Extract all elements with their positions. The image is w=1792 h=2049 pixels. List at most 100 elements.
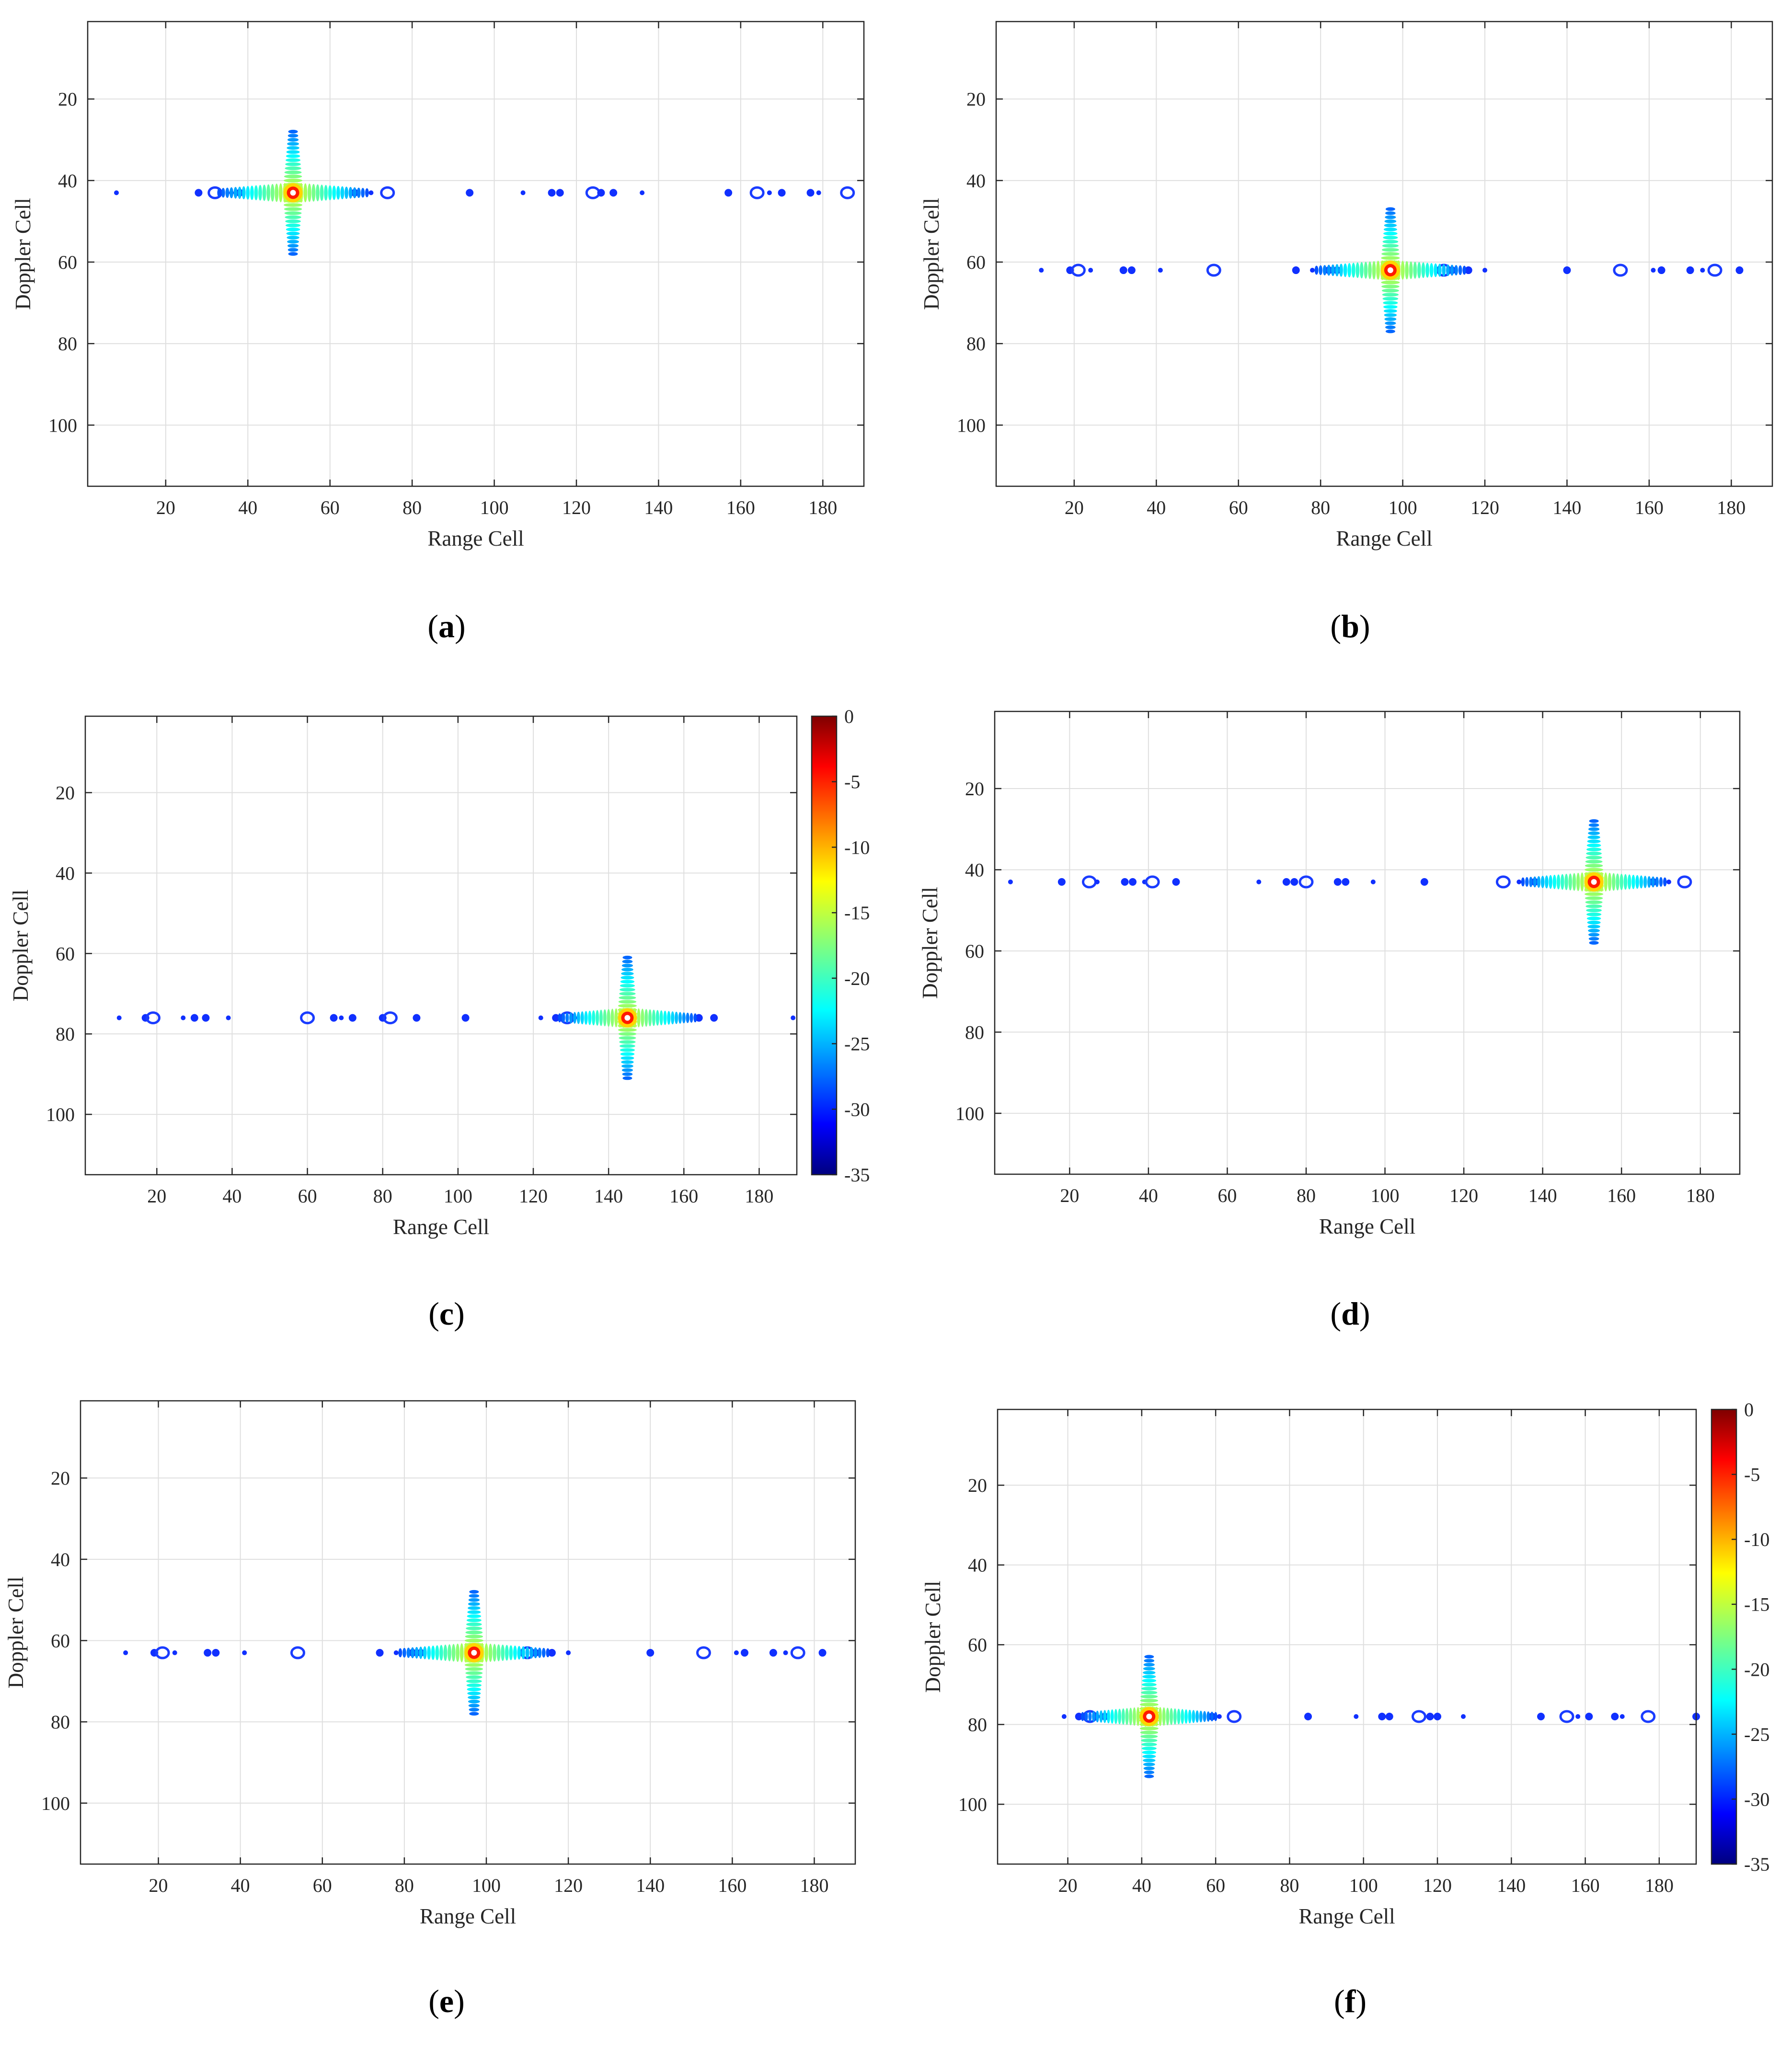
mainlobe-cell-doppler bbox=[283, 179, 303, 183]
mainlobe-cell-range bbox=[1343, 263, 1347, 277]
mainlobe-cell-doppler bbox=[621, 963, 633, 968]
x-tick-label: 120 bbox=[519, 1185, 548, 1207]
sidelobe-point bbox=[1378, 1712, 1386, 1720]
y-tick-label: 80 bbox=[51, 1711, 70, 1733]
sidelobe-point bbox=[1461, 1714, 1466, 1719]
sidelobe-point bbox=[123, 1650, 128, 1655]
x-tick-label: 180 bbox=[745, 1185, 773, 1207]
mainlobe-cell-doppler bbox=[284, 170, 302, 174]
mainlobe-cell-range bbox=[1421, 262, 1425, 278]
mainlobe-cell-doppler bbox=[1144, 1774, 1154, 1778]
mainlobe-cell-range bbox=[501, 1644, 505, 1661]
y-tick-label: 20 bbox=[968, 1475, 987, 1496]
sidelobe-point bbox=[724, 189, 733, 197]
sidelobe-point bbox=[1075, 1712, 1083, 1720]
sidelobe-point bbox=[1411, 1710, 1426, 1723]
mainlobe-cell-range bbox=[1347, 263, 1351, 278]
sidelobe-point bbox=[226, 1015, 231, 1020]
sidelobe-point bbox=[195, 189, 203, 197]
sidelobe-point bbox=[1298, 875, 1314, 889]
y-tick-label: 100 bbox=[41, 1793, 70, 1814]
sidelobe-point bbox=[840, 186, 855, 199]
panel-b: 20 40 60 80 100 120 140 160 180 20 40 60 80 100 Range … bbox=[919, 21, 1773, 550]
mainlobe-cell-doppler bbox=[1589, 819, 1599, 823]
mainlobe-cell-range bbox=[336, 186, 340, 200]
mainlobe-cell-doppler bbox=[622, 960, 633, 963]
mainlobe-cell-range bbox=[1084, 1711, 1088, 1722]
mainlobe-cell-doppler bbox=[285, 215, 301, 219]
caption-c: (c) bbox=[428, 1295, 465, 1332]
mainlobe-cell-range bbox=[1405, 261, 1409, 280]
mainlobe-cell-doppler bbox=[468, 1699, 480, 1704]
x-tick-label: 20 bbox=[149, 1875, 168, 1896]
sidelobe-point bbox=[393, 1650, 399, 1655]
y-tick-label: 20 bbox=[58, 89, 77, 110]
mainlobe-cell-doppler bbox=[620, 1052, 635, 1056]
mainlobe-cell-doppler bbox=[285, 166, 301, 171]
mainlobe-cell-range bbox=[1080, 1712, 1084, 1721]
mainlobe-cell-range bbox=[1525, 877, 1529, 887]
mainlobe-cell-range bbox=[266, 184, 271, 202]
sidelobe-point bbox=[1559, 1710, 1574, 1723]
mainlobe-cell-doppler bbox=[1588, 937, 1599, 941]
y-tick-label: 80 bbox=[56, 1023, 75, 1045]
panel-f: 20 40 60 80 100 120 140 160 180 20 40 60 80 100 Range … bbox=[921, 1399, 1769, 1928]
x-tick-label: 160 bbox=[718, 1875, 747, 1896]
mainlobe-cell-range bbox=[328, 185, 332, 201]
mainlobe-cell-range bbox=[435, 1645, 439, 1660]
sidelobe-point bbox=[1256, 879, 1262, 884]
x-tick-label: 180 bbox=[808, 497, 837, 518]
sidelobe-point bbox=[1666, 879, 1671, 884]
sidelobe-point bbox=[1217, 1714, 1222, 1719]
sidelobe-point bbox=[1172, 878, 1180, 886]
mainlobe-cell-doppler bbox=[1381, 288, 1399, 293]
mainlobe-cell-range bbox=[1132, 1707, 1136, 1726]
sidelobe-point bbox=[818, 1648, 827, 1657]
mainlobe-cell-range bbox=[1564, 873, 1568, 890]
mainlobe-cell-range bbox=[402, 1648, 406, 1658]
colorbar-tick-label: -5 bbox=[844, 771, 860, 793]
sidelobe-point bbox=[520, 190, 526, 195]
mainlobe-cell-range bbox=[1612, 873, 1616, 891]
mainlobe-cell-doppler bbox=[1587, 920, 1601, 925]
mainlobe-cell-range bbox=[614, 1008, 618, 1028]
mainlobe-cell-doppler bbox=[1143, 1763, 1155, 1766]
sidelobe-point bbox=[1385, 1712, 1393, 1720]
sidelobe-point bbox=[1464, 266, 1472, 275]
sidelobe-point bbox=[640, 190, 645, 195]
mainlobe-cell-doppler bbox=[1143, 1766, 1155, 1770]
sidelobe-point bbox=[114, 190, 119, 195]
peak-center bbox=[471, 1649, 477, 1656]
mainlobe-cell-range bbox=[1095, 1710, 1099, 1723]
mainlobe-cell-range bbox=[509, 1645, 513, 1660]
sidelobe-point bbox=[806, 189, 815, 197]
mainlobe-cell-range bbox=[1651, 876, 1655, 888]
peak-center bbox=[1591, 879, 1597, 885]
mainlobe-cell-range bbox=[1631, 874, 1635, 889]
colorbar-tick-label: 0 bbox=[844, 706, 854, 727]
mainlobe-cell-range bbox=[340, 186, 345, 199]
mainlobe-cell-doppler bbox=[620, 984, 635, 988]
mainlobe-cell-range bbox=[1643, 875, 1647, 888]
x-tick-label: 40 bbox=[238, 497, 257, 518]
mainlobe-cell-range bbox=[1627, 874, 1631, 890]
mainlobe-cell-range bbox=[505, 1645, 509, 1661]
mainlobe-cell-doppler bbox=[467, 1614, 482, 1618]
mainlobe-cell-doppler bbox=[620, 988, 635, 992]
y-tick-label: 20 bbox=[51, 1467, 70, 1489]
y-tick-label: 60 bbox=[968, 1634, 987, 1656]
colorbar-tick-label: -25 bbox=[844, 1033, 870, 1055]
mainlobe-cell-doppler bbox=[466, 1675, 482, 1679]
mainlobe-cell-doppler bbox=[1141, 1739, 1158, 1742]
mainlobe-cell-range bbox=[443, 1644, 448, 1661]
mainlobe-cell-doppler bbox=[618, 1004, 637, 1008]
sidelobe-point bbox=[710, 1014, 718, 1022]
sidelobe-point bbox=[778, 189, 786, 197]
plot-frame bbox=[994, 710, 1741, 1175]
sidelobe-point bbox=[1563, 266, 1571, 275]
sidelobe-point bbox=[790, 1646, 805, 1660]
mainlobe-cell-range bbox=[525, 1647, 529, 1659]
mainlobe-cell-range bbox=[641, 1008, 644, 1027]
panel-c: 20 40 60 80 100 120 140 160 180 20 40 60 80 100 Range … bbox=[9, 706, 870, 1239]
sidelobe-point bbox=[1310, 268, 1315, 273]
